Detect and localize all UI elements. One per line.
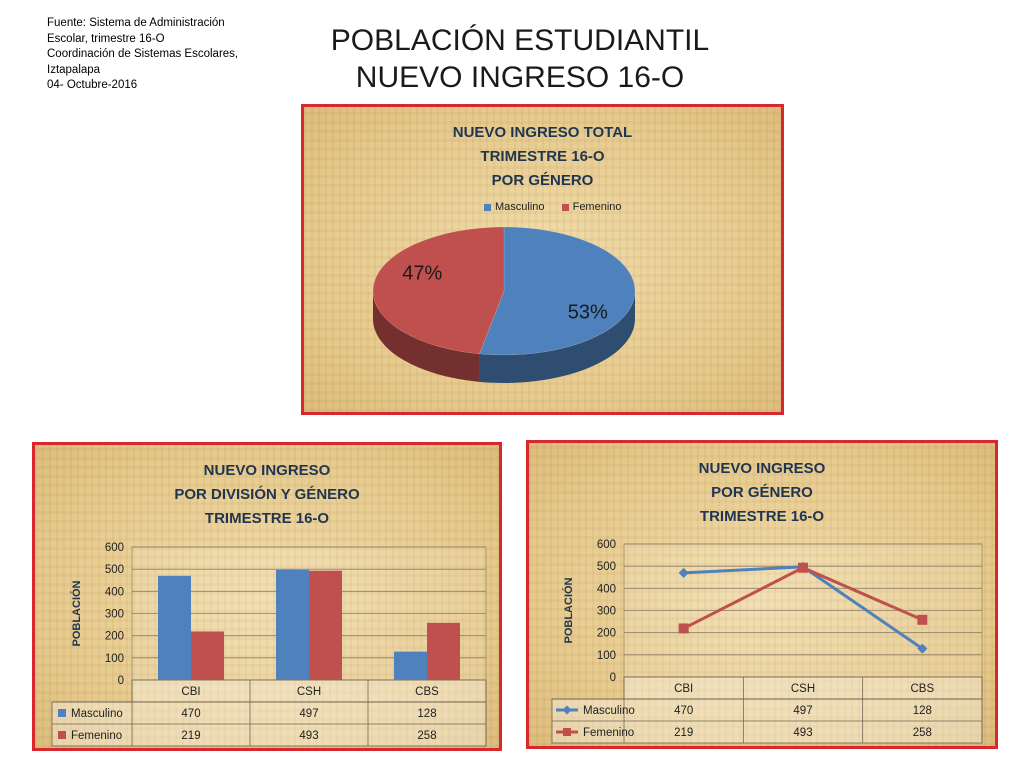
page-title-line-1: POBLACIÓN ESTUDIANTIL xyxy=(330,24,710,57)
pie-chart: 53% 47% xyxy=(372,226,636,383)
source-line: Coordinación de Sistemas Escolares, xyxy=(47,48,239,60)
x-category-label: CBS xyxy=(415,686,439,698)
y-tick-label: 0 xyxy=(118,675,124,687)
pie-slice-femenino xyxy=(372,226,505,355)
table-legend-marker xyxy=(563,728,571,736)
bar-chart-title: NUEVO INGRESO POR DIVISIÓN Y GÉNERO TRIM… xyxy=(35,459,499,531)
bar-masculino xyxy=(276,569,309,680)
x-category-label: CSH xyxy=(297,686,321,698)
line-title-line: NUEVO INGRESO xyxy=(698,460,826,477)
source-line: Fuente: Sistema de Administración xyxy=(47,17,225,29)
y-axis-label: POBLACIÓN xyxy=(70,580,83,646)
y-tick-label: 200 xyxy=(597,628,616,640)
data-point-masculino xyxy=(917,643,928,654)
pie-data-label: 47% xyxy=(402,263,442,285)
legend-item-femenino: Femenino xyxy=(561,201,622,213)
source-note: Fuente: Sistema de Administración Escola… xyxy=(47,16,257,94)
x-category-label: CBI xyxy=(674,683,693,695)
bar-femenino xyxy=(427,622,460,680)
bar-masculino xyxy=(394,651,427,680)
data-point-masculino xyxy=(678,567,689,578)
page-title: POBLACIÓN ESTUDIANTIL NUEVO INGRESO 16-O xyxy=(310,22,730,96)
x-category-label: CBS xyxy=(911,683,935,695)
y-tick-label: 200 xyxy=(105,631,124,643)
data-table-value: 493 xyxy=(299,730,318,742)
y-tick-label: 0 xyxy=(610,672,616,684)
bar-title-line: POR DIVISIÓN Y GÉNERO xyxy=(174,486,360,503)
source-line: Escolar, trimestre 16-O xyxy=(47,32,165,45)
pie-title-line: TRIMESTRE 16-O xyxy=(480,148,605,165)
bar-masculino xyxy=(158,575,191,680)
pie-chart-title: NUEVO INGRESO TOTAL TRIMESTRE 16-O POR G… xyxy=(304,121,781,193)
table-series-name: Femenino xyxy=(71,730,122,742)
line-chart-title: NUEVO INGRESO POR GÉNERO TRIMESTRE 16-O xyxy=(529,457,995,529)
data-table-value: 258 xyxy=(913,727,932,739)
y-tick-label: 300 xyxy=(105,609,124,621)
table-series-name: Masculino xyxy=(71,708,123,720)
legend-swatch-femenino xyxy=(561,203,569,211)
bar-femenino xyxy=(191,631,224,680)
pie-slice-side-femenino xyxy=(373,291,480,382)
y-tick-label: 400 xyxy=(105,586,124,598)
y-tick-label: 400 xyxy=(597,583,616,595)
table-series-name: Femenino xyxy=(583,727,634,739)
line-chart-panel: NUEVO INGRESO POR GÉNERO TRIMESTRE 16-O … xyxy=(526,440,998,749)
data-table-value: 128 xyxy=(417,708,436,720)
y-tick-label: 600 xyxy=(105,542,124,554)
bar-femenino xyxy=(309,570,342,680)
table-series-name: Masculino xyxy=(583,705,635,717)
bar-title-line: NUEVO INGRESO xyxy=(203,462,331,479)
source-line: 04- Octubre-2016 xyxy=(47,79,138,91)
legend-label: Femenino xyxy=(572,201,622,213)
line-chart: 0 100 200 300 400 500 600 POBLACIÓN CBI CSH CBS Mas… xyxy=(551,539,983,744)
data-table-value: 497 xyxy=(793,705,812,717)
y-tick-label: 600 xyxy=(597,539,616,551)
table-legend-key-masculino xyxy=(58,709,66,717)
x-category-label: CBI xyxy=(181,686,200,698)
legend-label: Masculino xyxy=(495,201,545,213)
data-table-value: 258 xyxy=(417,730,436,742)
table-legend-marker xyxy=(562,705,572,715)
line-title-line: TRIMESTRE 16-O xyxy=(699,508,825,525)
line-title-line: POR GÉNERO xyxy=(711,484,813,501)
y-tick-label: 300 xyxy=(597,606,616,618)
y-tick-label: 500 xyxy=(105,564,124,576)
y-tick-label: 100 xyxy=(597,650,616,662)
data-point-femenino xyxy=(917,614,928,625)
pie-title-line: POR GÉNERO xyxy=(491,172,594,189)
pie-title-line: NUEVO INGRESO TOTAL xyxy=(452,124,633,141)
pie-slice-side-masculino xyxy=(479,291,635,383)
data-table-value: 470 xyxy=(181,708,200,720)
legend-item-masculino: Masculino xyxy=(484,201,548,213)
y-axis-label: POBLACIÓN xyxy=(562,577,575,643)
data-point-femenino xyxy=(678,623,689,634)
data-point-femenino xyxy=(798,562,808,573)
bar-chart-panel: NUEVO INGRESO POR DIVISIÓN Y GÉNERO TRIM… xyxy=(32,442,502,751)
bar-chart: 0 100 200 300 400 500 600 POBLACIÓN CBI CSH CBS Mas… xyxy=(51,542,487,747)
legend-swatch-masculino xyxy=(484,203,491,211)
x-category-label: CSH xyxy=(791,683,815,695)
table-legend-key-femenino xyxy=(58,731,66,739)
y-tick-label: 500 xyxy=(597,561,616,573)
data-table-value: 219 xyxy=(181,730,200,742)
pie-legend: Masculino Femenino xyxy=(484,201,622,213)
page-title-line-2: NUEVO INGRESO 16-O xyxy=(355,61,685,94)
pie-chart-panel: NUEVO INGRESO TOTAL TRIMESTRE 16-O POR G… xyxy=(301,104,784,415)
data-table-value: 219 xyxy=(674,727,693,739)
data-table-value: 493 xyxy=(793,727,812,739)
data-table-value: 128 xyxy=(913,705,932,717)
data-table-value: 470 xyxy=(674,705,693,717)
pie-slice-masculino xyxy=(479,226,636,356)
y-tick-label: 100 xyxy=(105,653,124,665)
pie-data-label: 53% xyxy=(568,301,608,323)
data-table-value: 497 xyxy=(299,708,318,720)
source-line: Iztapalapa xyxy=(47,63,101,76)
bar-title-line: TRIMESTRE 16-O xyxy=(204,510,330,527)
